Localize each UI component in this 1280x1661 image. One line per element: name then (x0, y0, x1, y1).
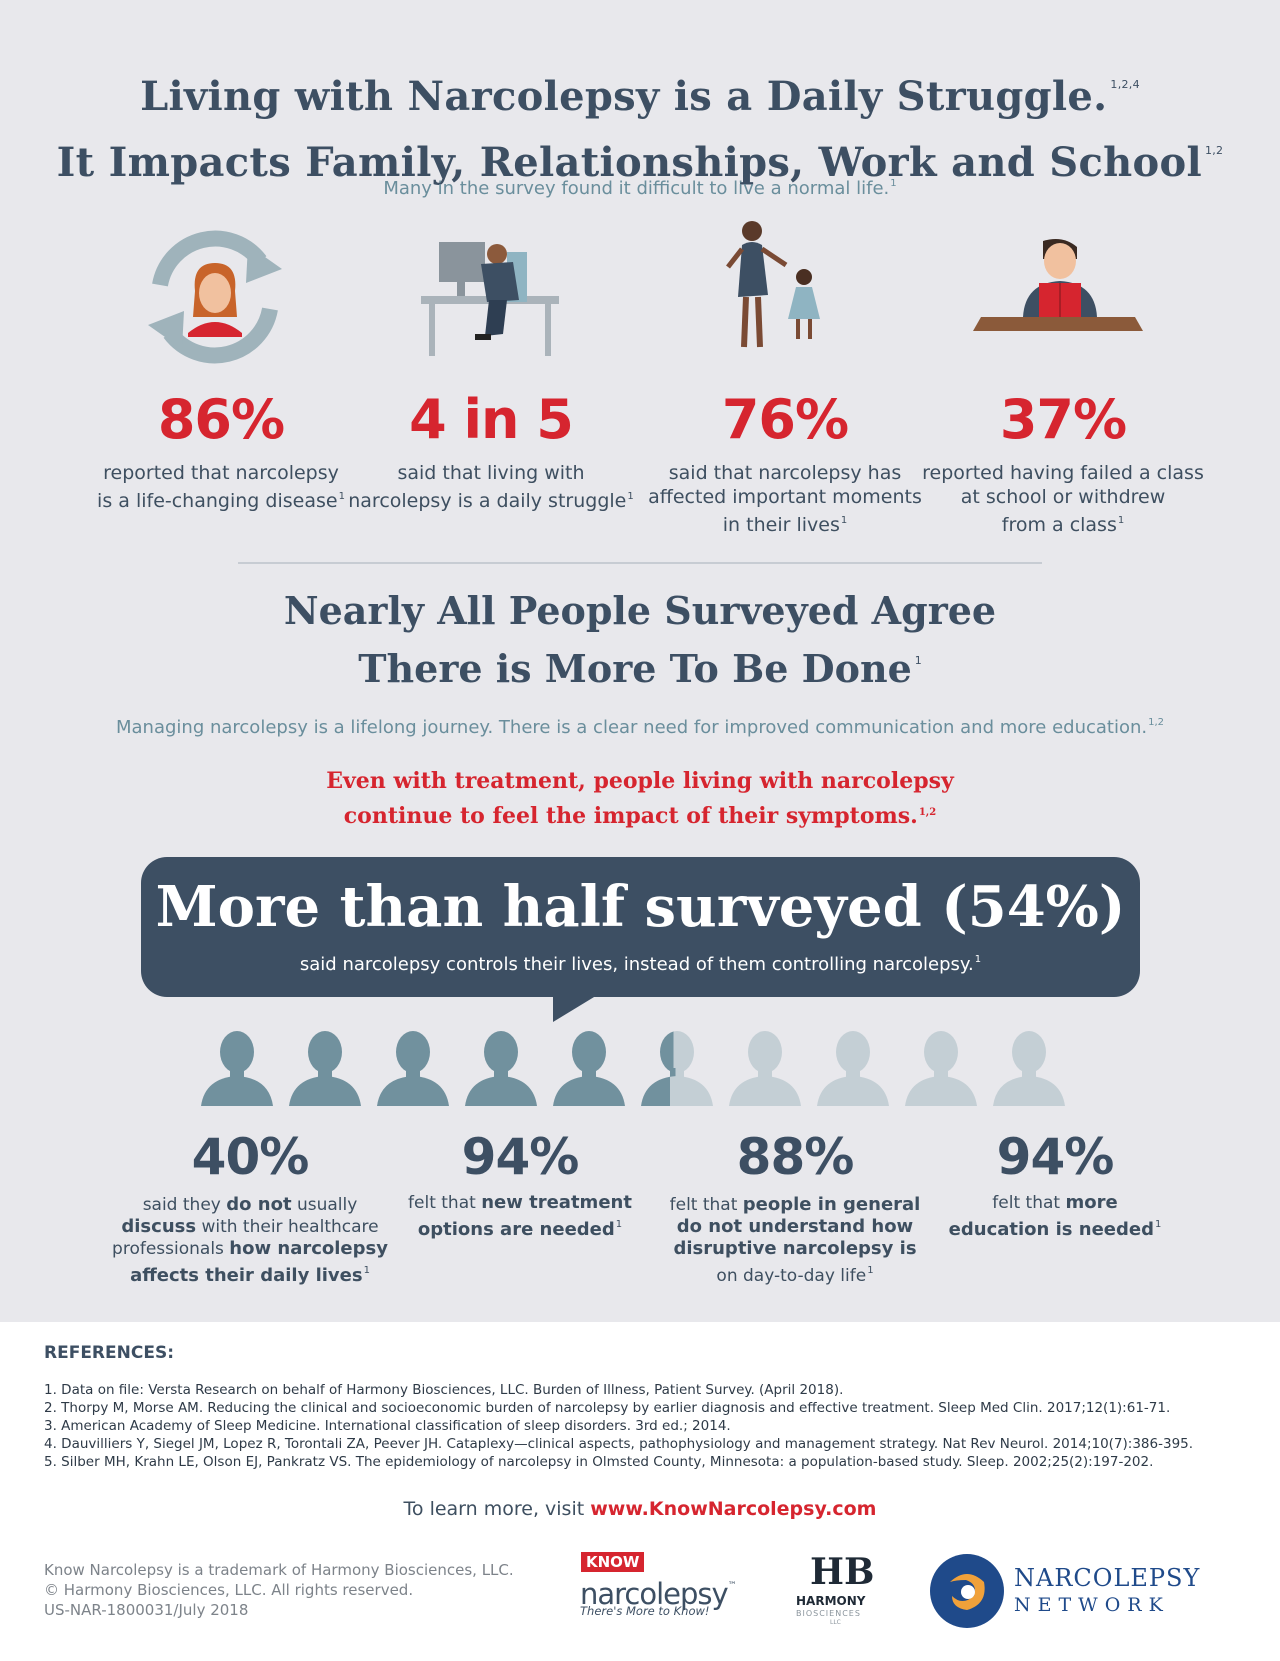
person-icon (289, 1031, 361, 1106)
section-divider (238, 562, 1042, 564)
person-icon (993, 1031, 1065, 1106)
stat-value: 37% (999, 388, 1127, 451)
network-name-line2: NETWORK (1014, 1594, 1170, 1616)
trademark-note: Know Narcolepsy is a trademark of Harmon… (44, 1561, 514, 1579)
document-code: US-NAR-1800031/July 2018 (44, 1601, 249, 1619)
stat-description-4: reported having failed a class at school… (922, 462, 1204, 536)
references-heading: REFERENCES: (44, 1343, 174, 1363)
mother-child-icon (726, 221, 820, 348)
website-link[interactable]: www.KnowNarcolepsy.com (590, 1498, 877, 1520)
stat-description-3: said that narcolepsy has affected import… (648, 462, 922, 536)
stat-description-94-education: felt that more education is needed1 (948, 1192, 1162, 1240)
person-icon (465, 1031, 537, 1106)
person-icon (377, 1031, 449, 1106)
tired-worker-icon (421, 242, 559, 356)
person-icon (201, 1031, 273, 1106)
stat-description-2: said that living with narcolepsy is a da… (348, 462, 634, 512)
stat-block-1: 86% (96, 388, 346, 451)
reference-3: 3. American Academy of Sleep Medicine. I… (44, 1418, 731, 1434)
bubble-headline: More than half surveyed (54%) (155, 874, 1126, 940)
student-reading-icon (973, 239, 1143, 331)
person-icon (729, 1031, 801, 1106)
stat-value-40: 40% (191, 1128, 310, 1186)
stat-value-88: 88% (736, 1128, 855, 1186)
network-name-line1: NARCOLEPSY (1014, 1564, 1201, 1592)
speech-bubble (141, 857, 1140, 997)
person-icon (905, 1031, 977, 1106)
main-title: Living with Narcolepsy is a Daily Strugg… (56, 73, 1224, 186)
person-icon (817, 1031, 889, 1106)
stat-description-1: reported that narcolepsy is a life-chang… (97, 462, 345, 512)
stat-value: 76% (721, 388, 849, 451)
stat-description-88: felt that people in general do not under… (669, 1194, 921, 1286)
section2-subtitle: Managing narcolepsy is a lifelong journe… (115, 717, 1165, 738)
stat-value-94-education: 94% (996, 1128, 1115, 1186)
bubble-subtext: said narcolepsy controls their lives, in… (299, 954, 982, 975)
person-icon (553, 1031, 625, 1106)
reference-2: 2. Thorpy M, Morse AM. Reducing the clin… (44, 1400, 1171, 1416)
stat-block-4: 37% (938, 388, 1188, 451)
reference-4: 4. Dauvilliers Y, Siegel JM, Lopez R, To… (44, 1436, 1194, 1452)
copyright-note: © Harmony Biosciences, LLC. All rights r… (44, 1581, 414, 1599)
header-subtitle: Many in the survey found it difficult to… (383, 178, 897, 199)
stat-value: 4 in 5 (409, 388, 574, 451)
harmony-biosciences-logo: HB HARMONY BIOSCIENCES LLC (796, 1551, 875, 1626)
stat-value: 86% (157, 388, 285, 451)
life-change-icon (148, 230, 282, 364)
person-icon (641, 1031, 713, 1106)
speech-bubble-tail (553, 994, 599, 1022)
narcolepsy-network-icon (930, 1554, 1004, 1628)
stat-description-40: said they do not usually discuss with th… (112, 1194, 388, 1286)
reference-1: 1. Data on file: Versta Research on beha… (44, 1382, 844, 1398)
stat-description-94-treatment: felt that new treatment options are need… (408, 1192, 632, 1240)
stat-block-2: 4 in 5 (366, 388, 616, 451)
reference-5: 5. Silber MH, Krahn LE, Olson EJ, Pankra… (44, 1454, 1154, 1470)
learn-more-line: To learn more, visit www.KnowNarcolepsy.… (403, 1498, 877, 1520)
stat-value-94-treatment: 94% (461, 1128, 580, 1186)
know-narcolepsy-logo: KNOW narcolepsy™ There's More to Know! (580, 1552, 737, 1618)
section2-title: Nearly All People Surveyed Agree There i… (283, 588, 997, 691)
red-callout: Even with treatment, people living with … (326, 768, 954, 829)
stat-block-3: 76% (660, 388, 910, 451)
